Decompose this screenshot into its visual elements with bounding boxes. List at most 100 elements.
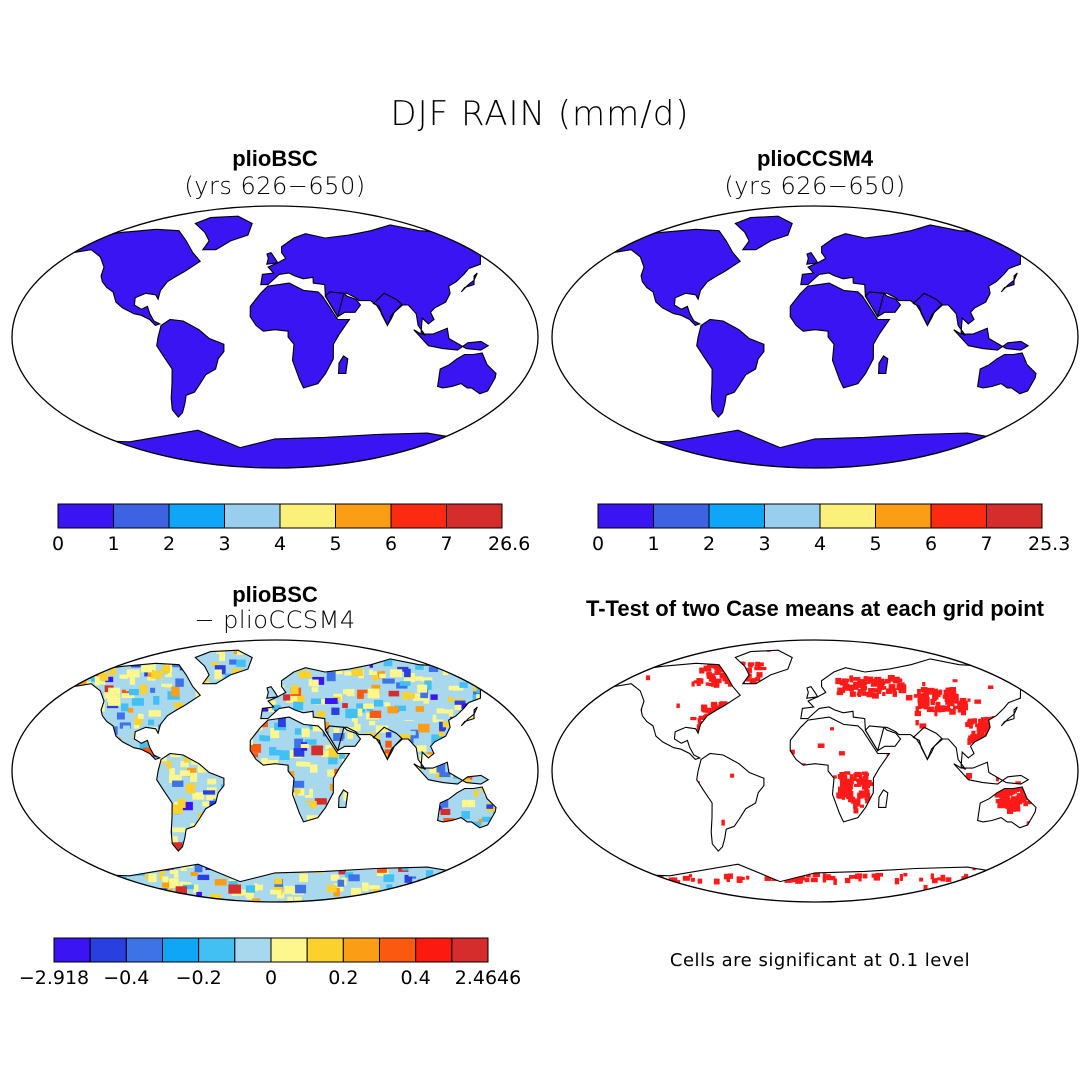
difference-cell [384,749,393,758]
difference-cell [366,706,374,712]
significant-cell [1025,800,1033,805]
difference-cell [145,650,153,653]
significant-cell [671,877,678,883]
significant-cell [873,874,880,881]
colorbar-swatch [168,503,225,529]
difference-cell [102,878,114,883]
difference-cell [506,665,515,672]
difference-cell [143,641,153,646]
difference-cell [252,884,263,891]
difference-cell [116,712,125,720]
significant-cell [897,903,902,904]
significant-cell [606,885,612,892]
difference-cell [363,703,374,709]
significant-cell [864,796,870,801]
difference-cell [528,868,538,873]
difference-cell [132,640,139,649]
difference-cell [347,723,361,731]
map-border [11,205,539,469]
difference-cell [429,764,439,774]
significant-cell [842,686,850,691]
significant-cell [784,877,792,883]
difference-cell [35,839,46,843]
coastline-india [912,726,944,761]
significant-cell [699,667,705,674]
difference-cell [188,899,201,902]
difference-cell [106,650,120,660]
difference-cell [454,650,465,653]
difference-cell [107,696,121,706]
difference-cell [55,682,68,692]
significant-cell [922,692,929,698]
colorbar-swatch [234,937,272,963]
significant-cell [917,693,924,700]
significant-cell [697,878,703,884]
difference-cell [414,676,423,681]
difference-cell [333,727,340,738]
difference-cell [20,902,31,904]
difference-cell [428,666,439,673]
significant-cell [688,874,693,878]
difference-cell [507,650,519,651]
difference-cell [83,639,94,645]
significant-cell [835,677,842,685]
difference-cell [293,748,305,757]
colorbar-swatch [379,937,417,963]
significant-cell [1013,806,1021,812]
difference-cell [537,723,540,728]
difference-cell [439,772,451,778]
difference-cell [139,742,153,752]
difference-cell [88,871,99,882]
significant-cell [952,679,958,683]
difference-cell [16,855,25,864]
difference-cell [525,642,537,649]
difference-cell [161,677,174,684]
difference-cell [508,643,518,647]
significant-cell [581,665,587,671]
difference-cell [490,851,500,856]
significant-cell [560,897,566,902]
coastline-britain [806,251,819,265]
significant-cell [715,668,721,675]
difference-cell [531,660,539,666]
significant-cell [682,875,690,881]
significant-cell [860,778,865,783]
difference-cell [328,748,339,758]
significant-cell [972,734,977,741]
difference-cell [236,659,246,667]
land-north_america [58,229,201,326]
significant-cell [1055,888,1063,894]
difference-cell [277,717,286,728]
difference-cell [243,658,253,666]
significant-cell [868,688,874,693]
significant-cell [945,687,951,692]
difference-cell [32,876,43,883]
significant-cell [959,700,968,707]
difference-cell [15,722,27,728]
difference-cell [192,792,205,800]
difference-cell [424,680,432,690]
significant-cell [1068,676,1073,680]
coastline-indonesia [413,761,490,785]
significant-cell [856,681,863,688]
significant-cell [898,687,907,694]
significant-cell [913,694,921,698]
significant-cell [887,674,895,682]
difference-cell [216,650,222,654]
significant-cell [702,707,707,713]
panel-subtitle-top-right: (yrs 626−650) [724,172,906,200]
colorbar-top-right: 0 1 2 3 4 5 6 7 25.338 [592,503,1070,555]
colorbar-tick-label: 2.4646 [455,967,521,989]
difference-cell [408,868,419,877]
significant-cell [718,701,723,707]
significant-cell [967,698,971,702]
significant-cell [726,878,731,883]
difference-cell [490,640,500,647]
difference-cell [293,695,305,704]
significant-cell [994,793,1002,798]
significant-cell [999,796,1003,802]
difference-cell [421,677,433,682]
significant-cell [861,691,867,696]
difference-cell [508,839,518,845]
colorbar-swatch [113,503,170,529]
